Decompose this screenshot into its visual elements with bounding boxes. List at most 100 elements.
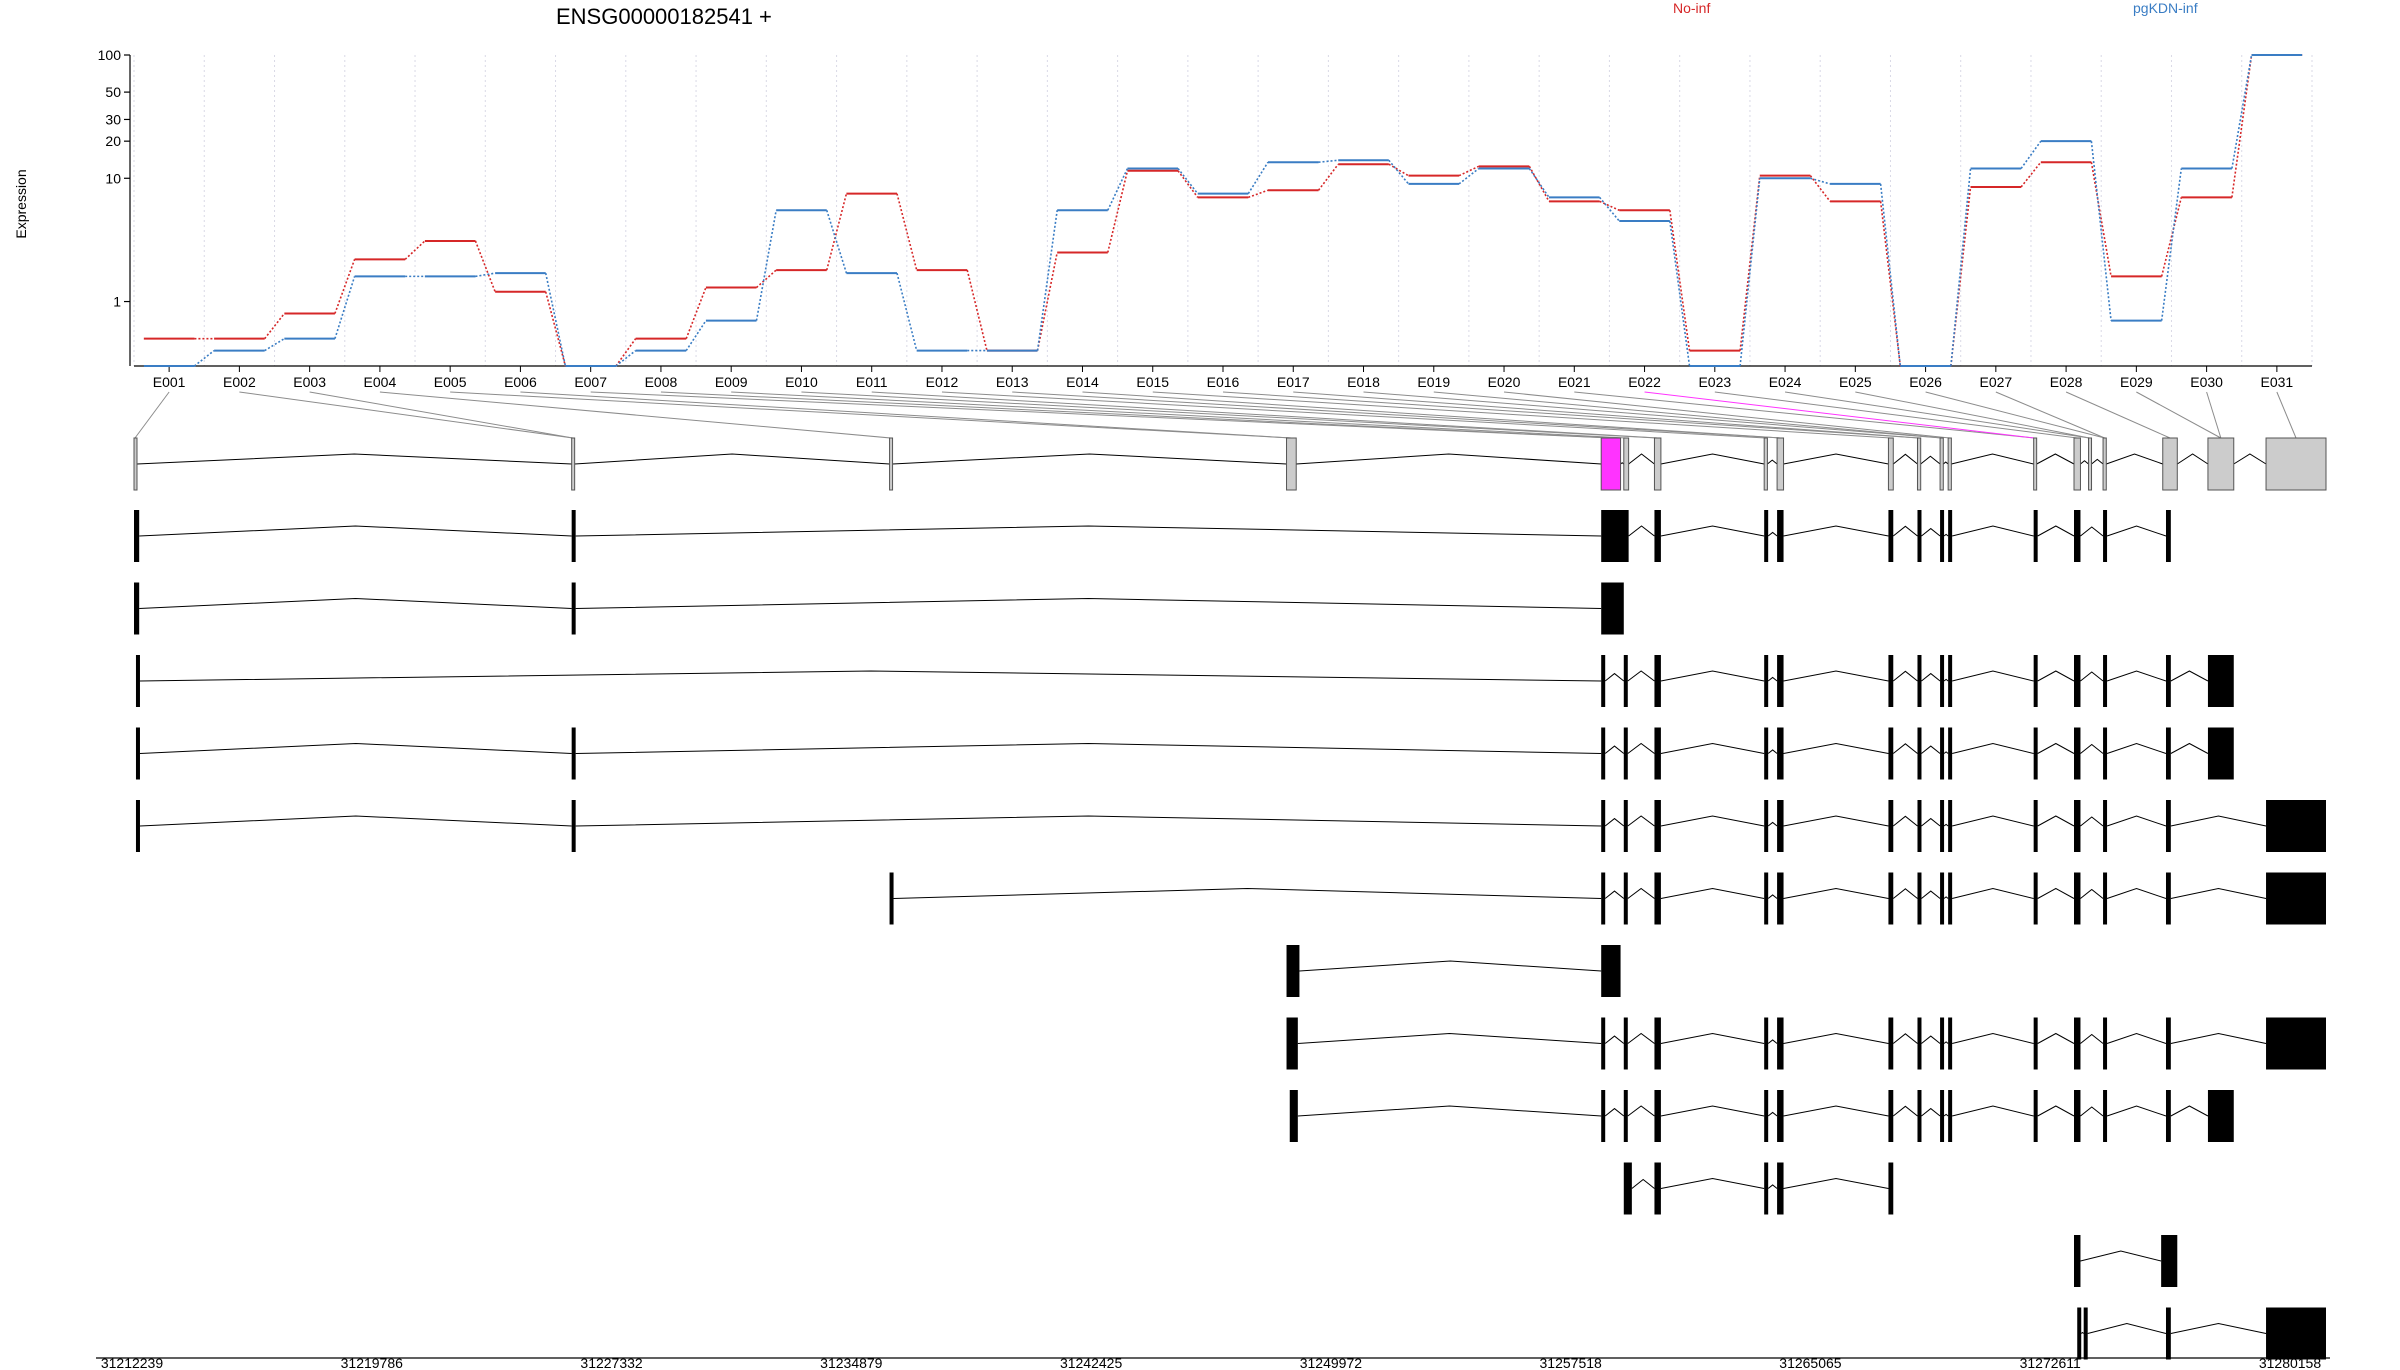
intron-line	[139, 815, 572, 827]
transcript-exon	[2103, 872, 2108, 925]
transcript-exon	[2083, 1307, 2088, 1360]
exon-connector	[1082, 391, 1781, 439]
x-tick-label: E010	[785, 374, 818, 390]
intron-line	[2080, 888, 2104, 899]
intron-line	[1767, 894, 1778, 899]
series-transition	[755, 210, 777, 321]
intron-line	[2080, 526, 2104, 537]
intron-line	[1627, 815, 1655, 827]
intron-line	[1767, 821, 1778, 827]
transcript-row	[1286, 945, 1621, 997]
series-transition	[1388, 159, 1410, 185]
x-tick-label: E029	[2120, 374, 2153, 390]
intron-line	[1767, 1111, 1778, 1117]
exon-connectors	[134, 391, 2297, 439]
exon-connector	[1995, 391, 2105, 439]
gene-model-exon	[1623, 437, 1630, 491]
intron-line	[1952, 525, 2034, 537]
series-no-inf	[143, 54, 2303, 367]
gene-model-exon	[1763, 437, 1768, 491]
intron-line	[1892, 453, 1918, 465]
intron-line	[2106, 525, 2167, 537]
series-transition	[544, 272, 567, 367]
transcript-exon	[2074, 800, 2081, 852]
gene-model	[133, 437, 2327, 491]
exon-connector	[1784, 391, 2090, 439]
intron-line	[1604, 1035, 1625, 1044]
intron-line	[1943, 533, 1949, 537]
transcript-row	[889, 872, 2326, 925]
exon-connector	[2206, 391, 2222, 439]
transcript-row	[135, 800, 2326, 852]
transcript-exon	[1601, 510, 1629, 562]
intron-line	[2080, 1250, 2162, 1262]
intron-line	[893, 887, 1602, 899]
intron-line	[1783, 742, 1889, 754]
gene-model-exon	[2073, 437, 2081, 491]
series-transition	[1317, 163, 1339, 191]
intron-line	[139, 670, 1602, 682]
intron-line	[1660, 525, 1765, 537]
intron-line	[1951, 453, 2034, 465]
intron-line	[2170, 815, 2267, 827]
x-tick-label: E016	[1207, 374, 1240, 390]
intron-line	[1299, 960, 1602, 972]
x-tick-label: E025	[1839, 374, 1872, 390]
transcript-exon	[1940, 1090, 1945, 1142]
intron-line	[1297, 1032, 1602, 1044]
intron-line	[574, 453, 890, 465]
transcript-exon	[1764, 872, 1769, 925]
series-transition	[474, 240, 496, 293]
transcript-exon	[1623, 655, 1628, 707]
intron-line	[2170, 742, 2209, 754]
transcript-exon	[1888, 1090, 1894, 1142]
y-axis-title: Expression	[13, 169, 29, 238]
intron-line	[1952, 742, 2034, 754]
intron-line	[575, 815, 1602, 827]
y-tick-label: 50	[105, 84, 121, 100]
transcript-exon	[1777, 872, 1784, 925]
exon-connector	[2136, 391, 2222, 439]
gene-model-exon	[1947, 437, 1952, 491]
transcript-exon	[1601, 582, 1624, 635]
transcript-exon	[2165, 872, 2171, 925]
transcript-exon	[1917, 800, 1922, 852]
y-tick-label: 30	[105, 111, 121, 127]
transcript-exon	[571, 727, 576, 780]
x-tick-label: E013	[996, 374, 1029, 390]
intron-line	[2037, 1105, 2075, 1117]
intron-line	[1660, 742, 1765, 754]
intron-line	[1921, 745, 1941, 754]
transcript-exon	[1948, 727, 1953, 780]
intron-line	[1628, 453, 1655, 465]
exon-connector	[1855, 391, 2090, 439]
intron-line	[2080, 1331, 2085, 1334]
exon-connector	[1574, 391, 2035, 439]
legend-pgkdn-inf: pgKDN-inf	[2133, 0, 2198, 16]
transcript-exon	[1777, 1162, 1784, 1215]
series-transition	[1598, 196, 1620, 222]
transcript-exon	[1917, 1090, 1922, 1142]
intron-line	[2037, 1032, 2075, 1044]
series-transition	[1739, 175, 1761, 351]
genomic-axis-label: 31265065	[1779, 1355, 1842, 1370]
transcript-exon	[2033, 655, 2038, 707]
transcript-exon	[1601, 800, 1606, 852]
transcript-exon	[1601, 1017, 1606, 1070]
intron-line	[1952, 1105, 2034, 1117]
intron-line	[575, 525, 1602, 537]
transcript-exon	[2074, 1235, 2081, 1287]
transcript-exon	[2074, 1017, 2081, 1070]
transcript-exon	[1940, 655, 1945, 707]
series-transition	[2231, 54, 2253, 169]
intron-line	[1767, 1184, 1778, 1189]
exon-connector	[660, 391, 1611, 439]
series-transition	[1248, 189, 1269, 199]
intron-line	[1943, 896, 1949, 899]
exon-connector	[590, 391, 1611, 439]
intron-line	[1783, 1177, 1889, 1189]
series-transition	[966, 269, 988, 351]
transcript-exon	[1764, 1090, 1769, 1142]
intron-line	[1767, 531, 1778, 537]
